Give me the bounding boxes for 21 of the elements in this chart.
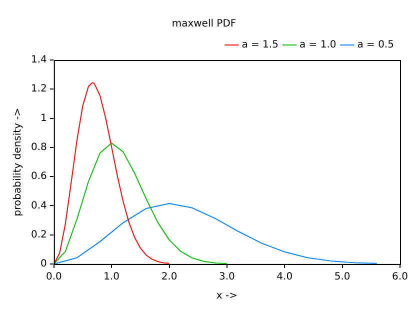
x-tick-label: 4.0 [276,272,293,283]
y-tick-label: 0.8 [30,142,47,154]
legend-label: a = 0.5 [357,40,394,51]
y-tick-label: 1 [40,112,47,124]
y-tick-label: 1.2 [30,84,47,95]
x-tick-label: 6.0 [392,272,408,283]
x-tick-label: 3.0 [219,272,235,283]
x-tick-label: 5.0 [334,272,350,283]
x-tick-label: 2.0 [161,272,178,283]
y-axis-title: probability density -> [12,108,24,216]
legend-label: a = 1.5 [242,40,278,51]
x-axis-title: x -> [216,290,238,302]
x-tick-label: 1.0 [104,272,120,283]
chart-title: maxwell PDF [172,18,236,30]
legend-label: a = 1.0 [299,40,336,51]
x-tick-label: 0.0 [46,272,62,283]
y-tick-label: 1.4 [30,54,47,66]
y-tick-label: 0 [40,258,47,270]
y-tick-label: 0.2 [30,229,47,240]
y-tick-label: 0.4 [30,200,47,212]
y-tick-label: 0.6 [30,171,47,182]
